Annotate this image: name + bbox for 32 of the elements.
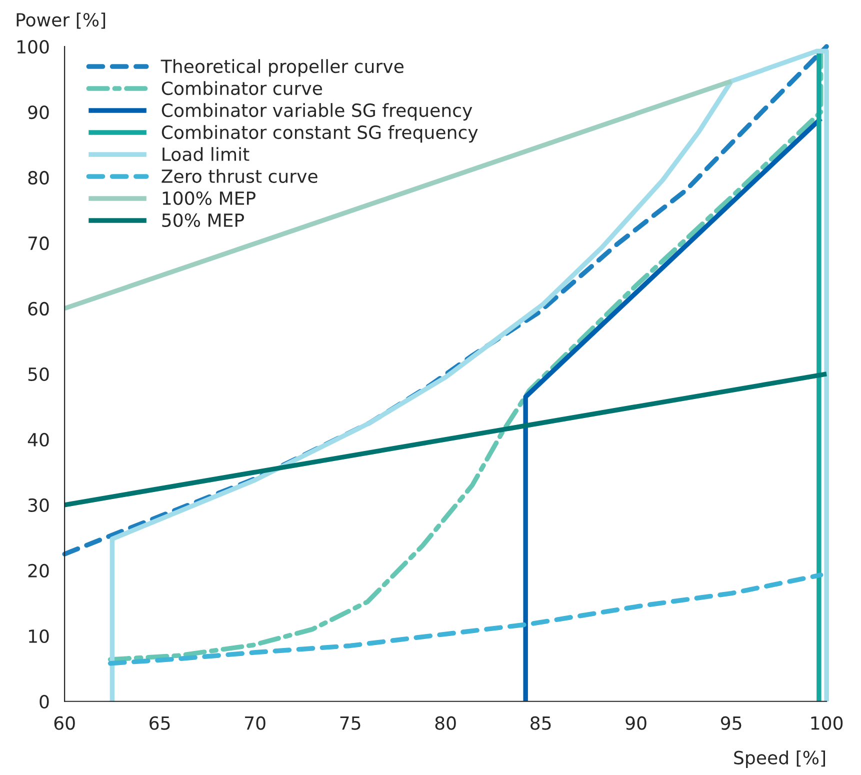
x-axis-title: Speed [%] <box>734 750 826 768</box>
legend-label: Combinator curve <box>162 81 322 96</box>
line-series <box>108 572 824 666</box>
y-tick-label: 30 <box>28 498 49 512</box>
y-axis-title: Power [%] <box>16 12 106 29</box>
legend-label: Theoretical propeller curve <box>160 59 404 77</box>
legend-label: Combinator variable SG frequency <box>162 103 472 121</box>
legend-label: Combinator constant SG frequency <box>162 125 478 143</box>
x-tick-label: 80 <box>435 716 456 730</box>
x-tick-label: 95 <box>720 716 742 730</box>
y-tick-label: 10 <box>29 629 49 644</box>
x-tick-label: 60 <box>54 716 75 730</box>
y-tick-label: 70 <box>28 236 49 250</box>
y-tick-label: 40 <box>28 432 49 447</box>
x-tick-label: 90 <box>626 716 646 730</box>
y-tick-label: 0 <box>40 694 49 708</box>
line-series <box>62 44 829 556</box>
legend-label: Zero thrust curve <box>162 169 318 184</box>
y-tick-label: 60 <box>28 302 49 316</box>
legend-label: 100% MEP <box>162 191 256 206</box>
legend-label: 50% MEP <box>162 213 244 228</box>
x-tick-label: 85 <box>530 716 551 730</box>
y-tick-label: 50 <box>28 367 49 382</box>
y-tick-label: 90 <box>28 105 49 120</box>
x-tick-label: 100 <box>811 716 843 730</box>
y-tick-label: 20 <box>28 564 49 578</box>
y-tick-label: 80 <box>28 170 49 185</box>
legend-label: Load limit <box>162 147 250 162</box>
x-tick-label: 70 <box>245 716 266 730</box>
y-tick-label: 100 <box>18 40 49 54</box>
x-tick-label: 75 <box>340 716 360 730</box>
x-tick-label: 65 <box>150 716 170 730</box>
